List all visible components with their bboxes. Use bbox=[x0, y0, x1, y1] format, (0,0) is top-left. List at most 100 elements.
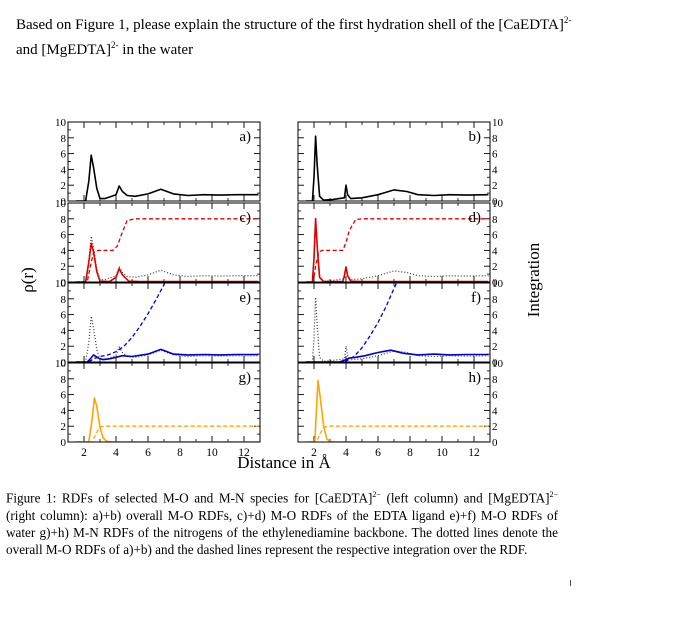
rdf-figure: a) 0 2 4 6 8 10 b) 0 2 4 6 8 10 c) 0 2 4 6 8 10 d) 0 2 4 6 8 10 e) 0 2… bbox=[18, 117, 543, 472]
y-tick-label-right: 6 bbox=[492, 149, 498, 161]
y-tick-label-left: 4 bbox=[61, 405, 67, 417]
y-tick-label-right: 0 bbox=[492, 196, 498, 208]
x-tick-label: 12 bbox=[468, 447, 480, 459]
panel-series bbox=[76, 218, 259, 282]
y-tick-label-right: 2 bbox=[492, 341, 498, 353]
panel-c: c) 0 2 4 6 8 10 bbox=[55, 198, 261, 289]
panel-d: d) 0 2 4 6 8 10 bbox=[297, 198, 504, 289]
x-tick-label: 2 bbox=[311, 447, 317, 459]
y-tick-label-right: 0 bbox=[492, 357, 498, 369]
x-tick-label: 6 bbox=[145, 447, 151, 459]
series-overall-m-o-rdf bbox=[76, 235, 259, 282]
panel-series bbox=[76, 154, 259, 201]
x-tick-label: 10 bbox=[436, 447, 448, 459]
caption-charge-2: 2− bbox=[549, 490, 558, 499]
series-integration bbox=[306, 283, 398, 362]
y-tick-label-left: 2 bbox=[61, 421, 67, 433]
x-tick-label: 4 bbox=[343, 447, 349, 459]
series-overall-m-o-rdf bbox=[306, 296, 489, 362]
question-text: Based on Figure 1, please explain the st… bbox=[16, 10, 676, 60]
panel-series bbox=[76, 283, 259, 362]
y-tick-label-right: 4 bbox=[492, 405, 498, 417]
question-charge-2: 2- bbox=[111, 40, 119, 50]
panel-label: a) bbox=[239, 129, 251, 145]
panel-a: a) 0 2 4 6 8 10 bbox=[55, 117, 261, 208]
series-edta-m-o-rdf bbox=[76, 242, 259, 282]
panel-label: f) bbox=[471, 290, 481, 306]
panel-label: d) bbox=[469, 210, 482, 226]
panel-series bbox=[76, 397, 259, 442]
panel-e: e) 0 2 4 6 8 10 bbox=[55, 278, 261, 369]
y-tick-label-left: 10 bbox=[55, 117, 67, 129]
y-tick-label-right: 2 bbox=[492, 421, 498, 433]
y-tick-label-left: 0 bbox=[61, 277, 67, 289]
series-integration bbox=[306, 218, 489, 282]
stray-mark bbox=[570, 580, 571, 586]
caption-part-1: Figure 1: RDFs of selected M-O and M-N s… bbox=[6, 490, 373, 506]
y-tick-label-right: 8 bbox=[492, 374, 498, 386]
panel-h: h) 0 2 4 6 8 10 2 4 6 8 10 12 bbox=[297, 358, 504, 459]
y-axis-title-right: Integration bbox=[524, 242, 543, 317]
y-tick-label-left: 10 bbox=[55, 358, 67, 370]
question-suffix: in the water bbox=[118, 42, 194, 58]
y-tick-label-left: 4 bbox=[61, 325, 67, 337]
panel-label: h) bbox=[469, 370, 482, 386]
series-overall-m-o-rdf bbox=[76, 154, 259, 201]
y-tick-label-right: 8 bbox=[492, 133, 498, 145]
panel-frame bbox=[67, 121, 261, 202]
panel-b: b) 0 2 4 6 8 10 bbox=[297, 117, 504, 208]
y-tick-label-left: 8 bbox=[61, 214, 67, 226]
y-tick-label-left: 4 bbox=[61, 164, 67, 176]
question-prefix: Based on Figure 1, please explain the st… bbox=[16, 17, 564, 33]
y-tick-label-left: 10 bbox=[55, 198, 67, 210]
series-m-n-rdf bbox=[76, 397, 259, 442]
caption-part-3: (right column): a)+b) overall M-O RDFs, … bbox=[6, 507, 558, 558]
y-tick-label-left: 6 bbox=[61, 149, 67, 161]
y-tick-label-right: 4 bbox=[492, 164, 498, 176]
y-tick-label-right: 0 bbox=[492, 437, 498, 449]
series-water-m-o-rdf bbox=[306, 349, 489, 362]
x-tick-label: 8 bbox=[177, 447, 183, 459]
y-tick-label-right: 0 bbox=[492, 277, 498, 289]
y-tick-label-left: 0 bbox=[61, 437, 67, 449]
panel-f: f) 0 2 4 6 8 10 bbox=[297, 278, 504, 369]
y-tick-label-right: 6 bbox=[492, 390, 498, 402]
x-tick-label: 2 bbox=[81, 447, 87, 459]
y-tick-label-left: 2 bbox=[61, 180, 67, 192]
panel-frame bbox=[67, 362, 261, 443]
panel-series bbox=[306, 216, 489, 282]
y-tick-label-left: 6 bbox=[61, 230, 67, 242]
panel-g: g) 0 2 4 6 8 10 2 4 6 8 10 12 bbox=[55, 358, 261, 459]
panel-label: g) bbox=[239, 370, 252, 386]
panel-frame bbox=[297, 121, 491, 202]
y-tick-label-left: 8 bbox=[61, 374, 67, 386]
x-tick-label: 6 bbox=[375, 447, 381, 459]
x-tick-label: 4 bbox=[113, 447, 119, 459]
panel-frame bbox=[67, 202, 261, 283]
x-tick-label: 8 bbox=[407, 447, 413, 459]
y-tick-label-right: 6 bbox=[492, 230, 498, 242]
y-tick-label-left: 2 bbox=[61, 261, 67, 273]
y-tick-label-left: 4 bbox=[61, 245, 67, 257]
panel-frame bbox=[297, 202, 491, 283]
y-tick-label-left: 8 bbox=[61, 294, 67, 306]
caption-charge-1: 2− bbox=[372, 490, 381, 499]
y-tick-label-left: 0 bbox=[61, 196, 67, 208]
y-tick-label-left: 2 bbox=[61, 341, 67, 353]
panel-label: b) bbox=[469, 129, 482, 145]
panel-frame bbox=[67, 282, 261, 363]
y-tick-label-right: 10 bbox=[492, 117, 504, 129]
y-tick-label-right: 6 bbox=[492, 310, 498, 322]
y-tick-label-left: 10 bbox=[55, 278, 67, 290]
panel-label: e) bbox=[239, 290, 251, 306]
x-tick-label: 12 bbox=[238, 447, 250, 459]
panel-series bbox=[306, 283, 489, 362]
y-tick-label-right: 4 bbox=[492, 325, 498, 337]
figure-caption: Figure 1: RDFs of selected M-O and M-N s… bbox=[6, 486, 558, 559]
y-tick-label-right: 10 bbox=[492, 198, 504, 210]
series-integration bbox=[76, 283, 166, 362]
x-tick-label: 10 bbox=[206, 447, 218, 459]
x-axis-title: Distance in Å bbox=[237, 453, 331, 472]
series-integration bbox=[76, 425, 259, 442]
panel-frame bbox=[297, 362, 491, 443]
